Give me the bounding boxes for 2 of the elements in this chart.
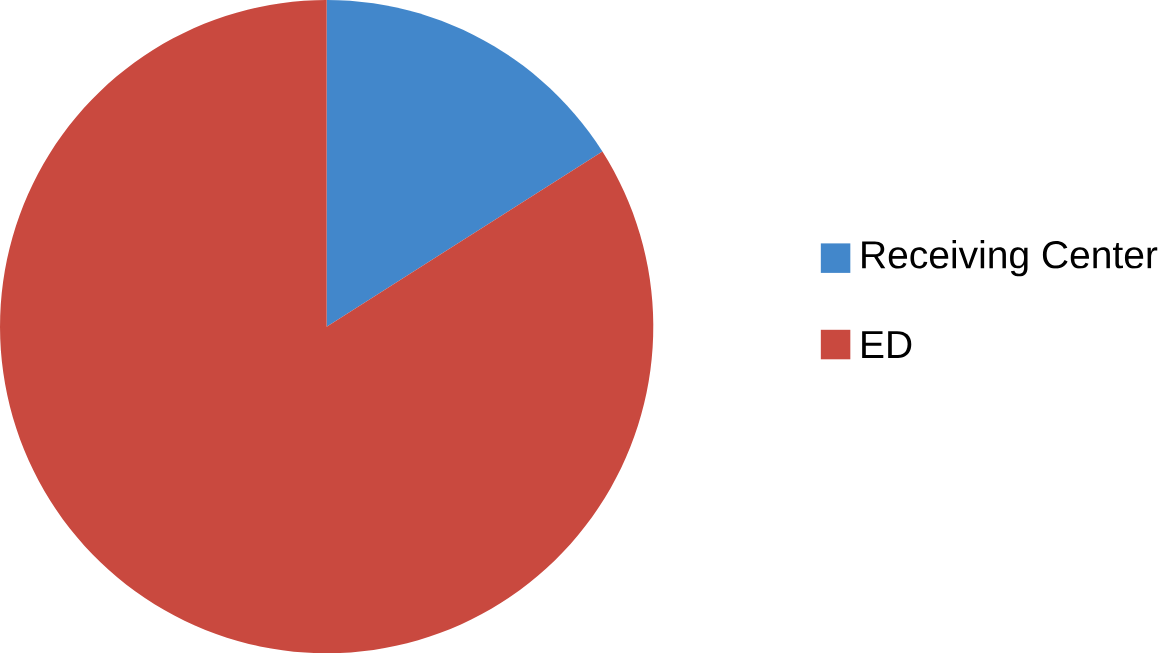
legend-label: Receiving Center xyxy=(862,239,1158,277)
legend-label: ED xyxy=(862,331,912,358)
